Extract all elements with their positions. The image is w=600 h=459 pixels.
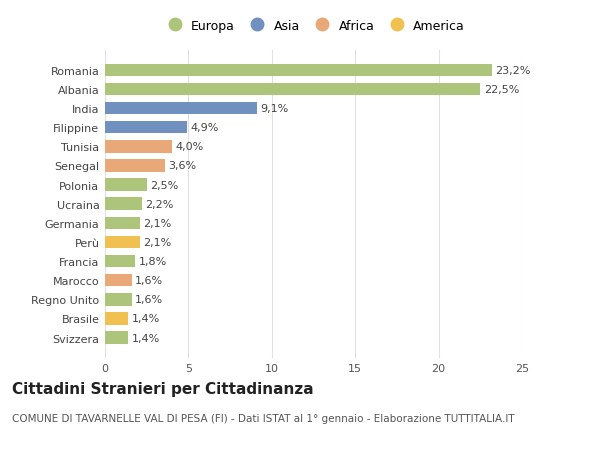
Text: 1,6%: 1,6% [135, 275, 163, 285]
Text: COMUNE DI TAVARNELLE VAL DI PESA (FI) - Dati ISTAT al 1° gennaio - Elaborazione : COMUNE DI TAVARNELLE VAL DI PESA (FI) - … [12, 413, 515, 423]
Bar [105, 255, 135, 268]
Text: 22,5%: 22,5% [484, 85, 519, 95]
Text: 4,0%: 4,0% [175, 142, 203, 152]
Bar [105, 293, 131, 306]
Bar [105, 160, 165, 172]
Text: 1,6%: 1,6% [135, 295, 163, 305]
Bar [105, 179, 147, 191]
Text: 23,2%: 23,2% [496, 66, 530, 76]
Bar [105, 274, 131, 287]
Bar [105, 236, 140, 249]
Text: 1,8%: 1,8% [139, 257, 167, 267]
Text: 4,9%: 4,9% [190, 123, 218, 133]
Bar [105, 122, 187, 134]
Text: 2,1%: 2,1% [143, 218, 172, 228]
Bar [105, 84, 481, 96]
Bar [105, 64, 492, 77]
Text: 9,1%: 9,1% [260, 104, 289, 114]
Text: 2,5%: 2,5% [150, 180, 178, 190]
Text: Cittadini Stranieri per Cittadinanza: Cittadini Stranieri per Cittadinanza [12, 381, 314, 396]
Text: 2,2%: 2,2% [145, 199, 173, 209]
Text: 3,6%: 3,6% [169, 161, 197, 171]
Bar [105, 313, 128, 325]
Text: 1,4%: 1,4% [131, 333, 160, 343]
Legend: Europa, Asia, Africa, America: Europa, Asia, Africa, America [162, 20, 465, 33]
Bar [105, 217, 140, 230]
Bar [105, 198, 142, 211]
Bar [105, 141, 172, 153]
Bar [105, 103, 257, 115]
Text: 1,4%: 1,4% [131, 314, 160, 324]
Bar [105, 332, 128, 344]
Text: 2,1%: 2,1% [143, 237, 172, 247]
